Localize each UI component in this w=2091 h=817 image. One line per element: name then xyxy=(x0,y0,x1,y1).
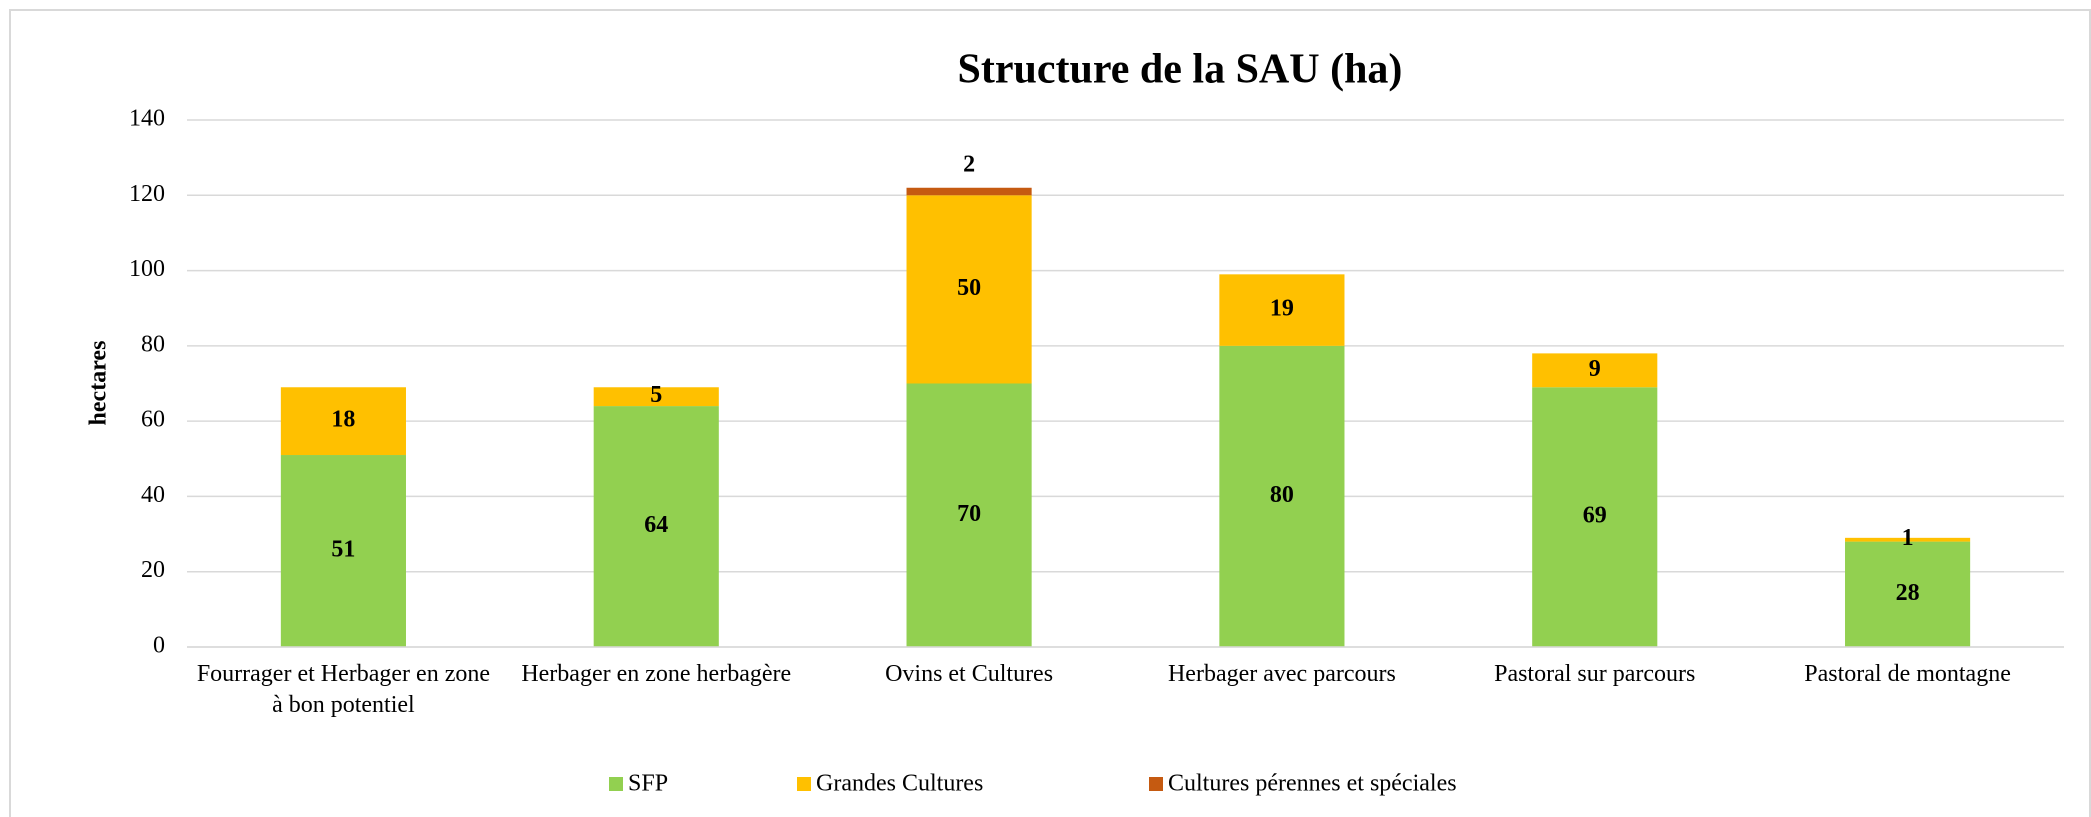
bar-segment xyxy=(1845,541,1971,647)
bar-segment xyxy=(906,195,1032,384)
bar-segment xyxy=(280,455,406,647)
legend-swatch xyxy=(797,777,811,791)
x-tick-label: Pastoral de montagne xyxy=(1804,661,2011,687)
legend-swatch xyxy=(609,777,623,791)
data-label: 9 xyxy=(1589,356,1601,382)
y-tick-label: 40 xyxy=(141,482,165,508)
bar-segment xyxy=(1219,345,1345,647)
data-label: 64 xyxy=(644,512,668,538)
y-tick-label: 140 xyxy=(129,106,165,132)
frame xyxy=(9,9,2091,817)
y-tick-label: 80 xyxy=(141,331,165,357)
data-label: 50 xyxy=(957,275,981,301)
x-tick-label: Fourrager et Herbager en zone à bon pote… xyxy=(196,661,490,718)
data-label: 1 xyxy=(1902,525,1914,551)
x-tick-label: Herbager en zone herbagère xyxy=(521,661,792,687)
legend-label: Grandes Cultures xyxy=(816,771,983,797)
chart-title: Structure de la SAU (ha) xyxy=(958,47,1403,93)
bar-segment xyxy=(906,187,1032,196)
data-label: 5 xyxy=(650,382,662,408)
data-label: 18 xyxy=(331,407,355,433)
x-tick-label: Pastoral sur parcours xyxy=(1494,661,1696,687)
y-tick-label: 0 xyxy=(153,633,165,659)
bar-segment xyxy=(280,387,406,456)
y-tick-label: 20 xyxy=(141,557,165,583)
legend-swatch xyxy=(1149,777,1163,791)
data-label: 51 xyxy=(331,537,355,563)
bar-segment xyxy=(1845,537,1971,542)
y-tick-label: 120 xyxy=(129,181,165,207)
y-tick-label: 100 xyxy=(129,256,165,282)
bar-segment xyxy=(906,383,1032,647)
bar-segment xyxy=(593,406,719,647)
y-axis-label: hectares xyxy=(86,341,112,426)
data-label: 80 xyxy=(1270,482,1294,508)
x-tick-label: Herbager avec parcours xyxy=(1167,661,1396,687)
x-tick-label: Ovins et Cultures xyxy=(885,661,1054,687)
bar-segment xyxy=(1532,387,1658,647)
data-label: 19 xyxy=(1270,296,1294,322)
legend-label: SFP xyxy=(628,771,668,797)
data-label: 2 xyxy=(963,151,975,177)
data-label: 28 xyxy=(1896,580,1920,606)
y-tick-label: 60 xyxy=(141,407,165,433)
data-label: 70 xyxy=(957,501,981,527)
bar-segment xyxy=(1219,274,1345,346)
data-label: 69 xyxy=(1583,503,1607,529)
legend-label: Cultures pérennes et spéciales xyxy=(1168,771,1457,797)
bar-segment xyxy=(1532,353,1658,388)
bar-segment xyxy=(593,387,719,407)
